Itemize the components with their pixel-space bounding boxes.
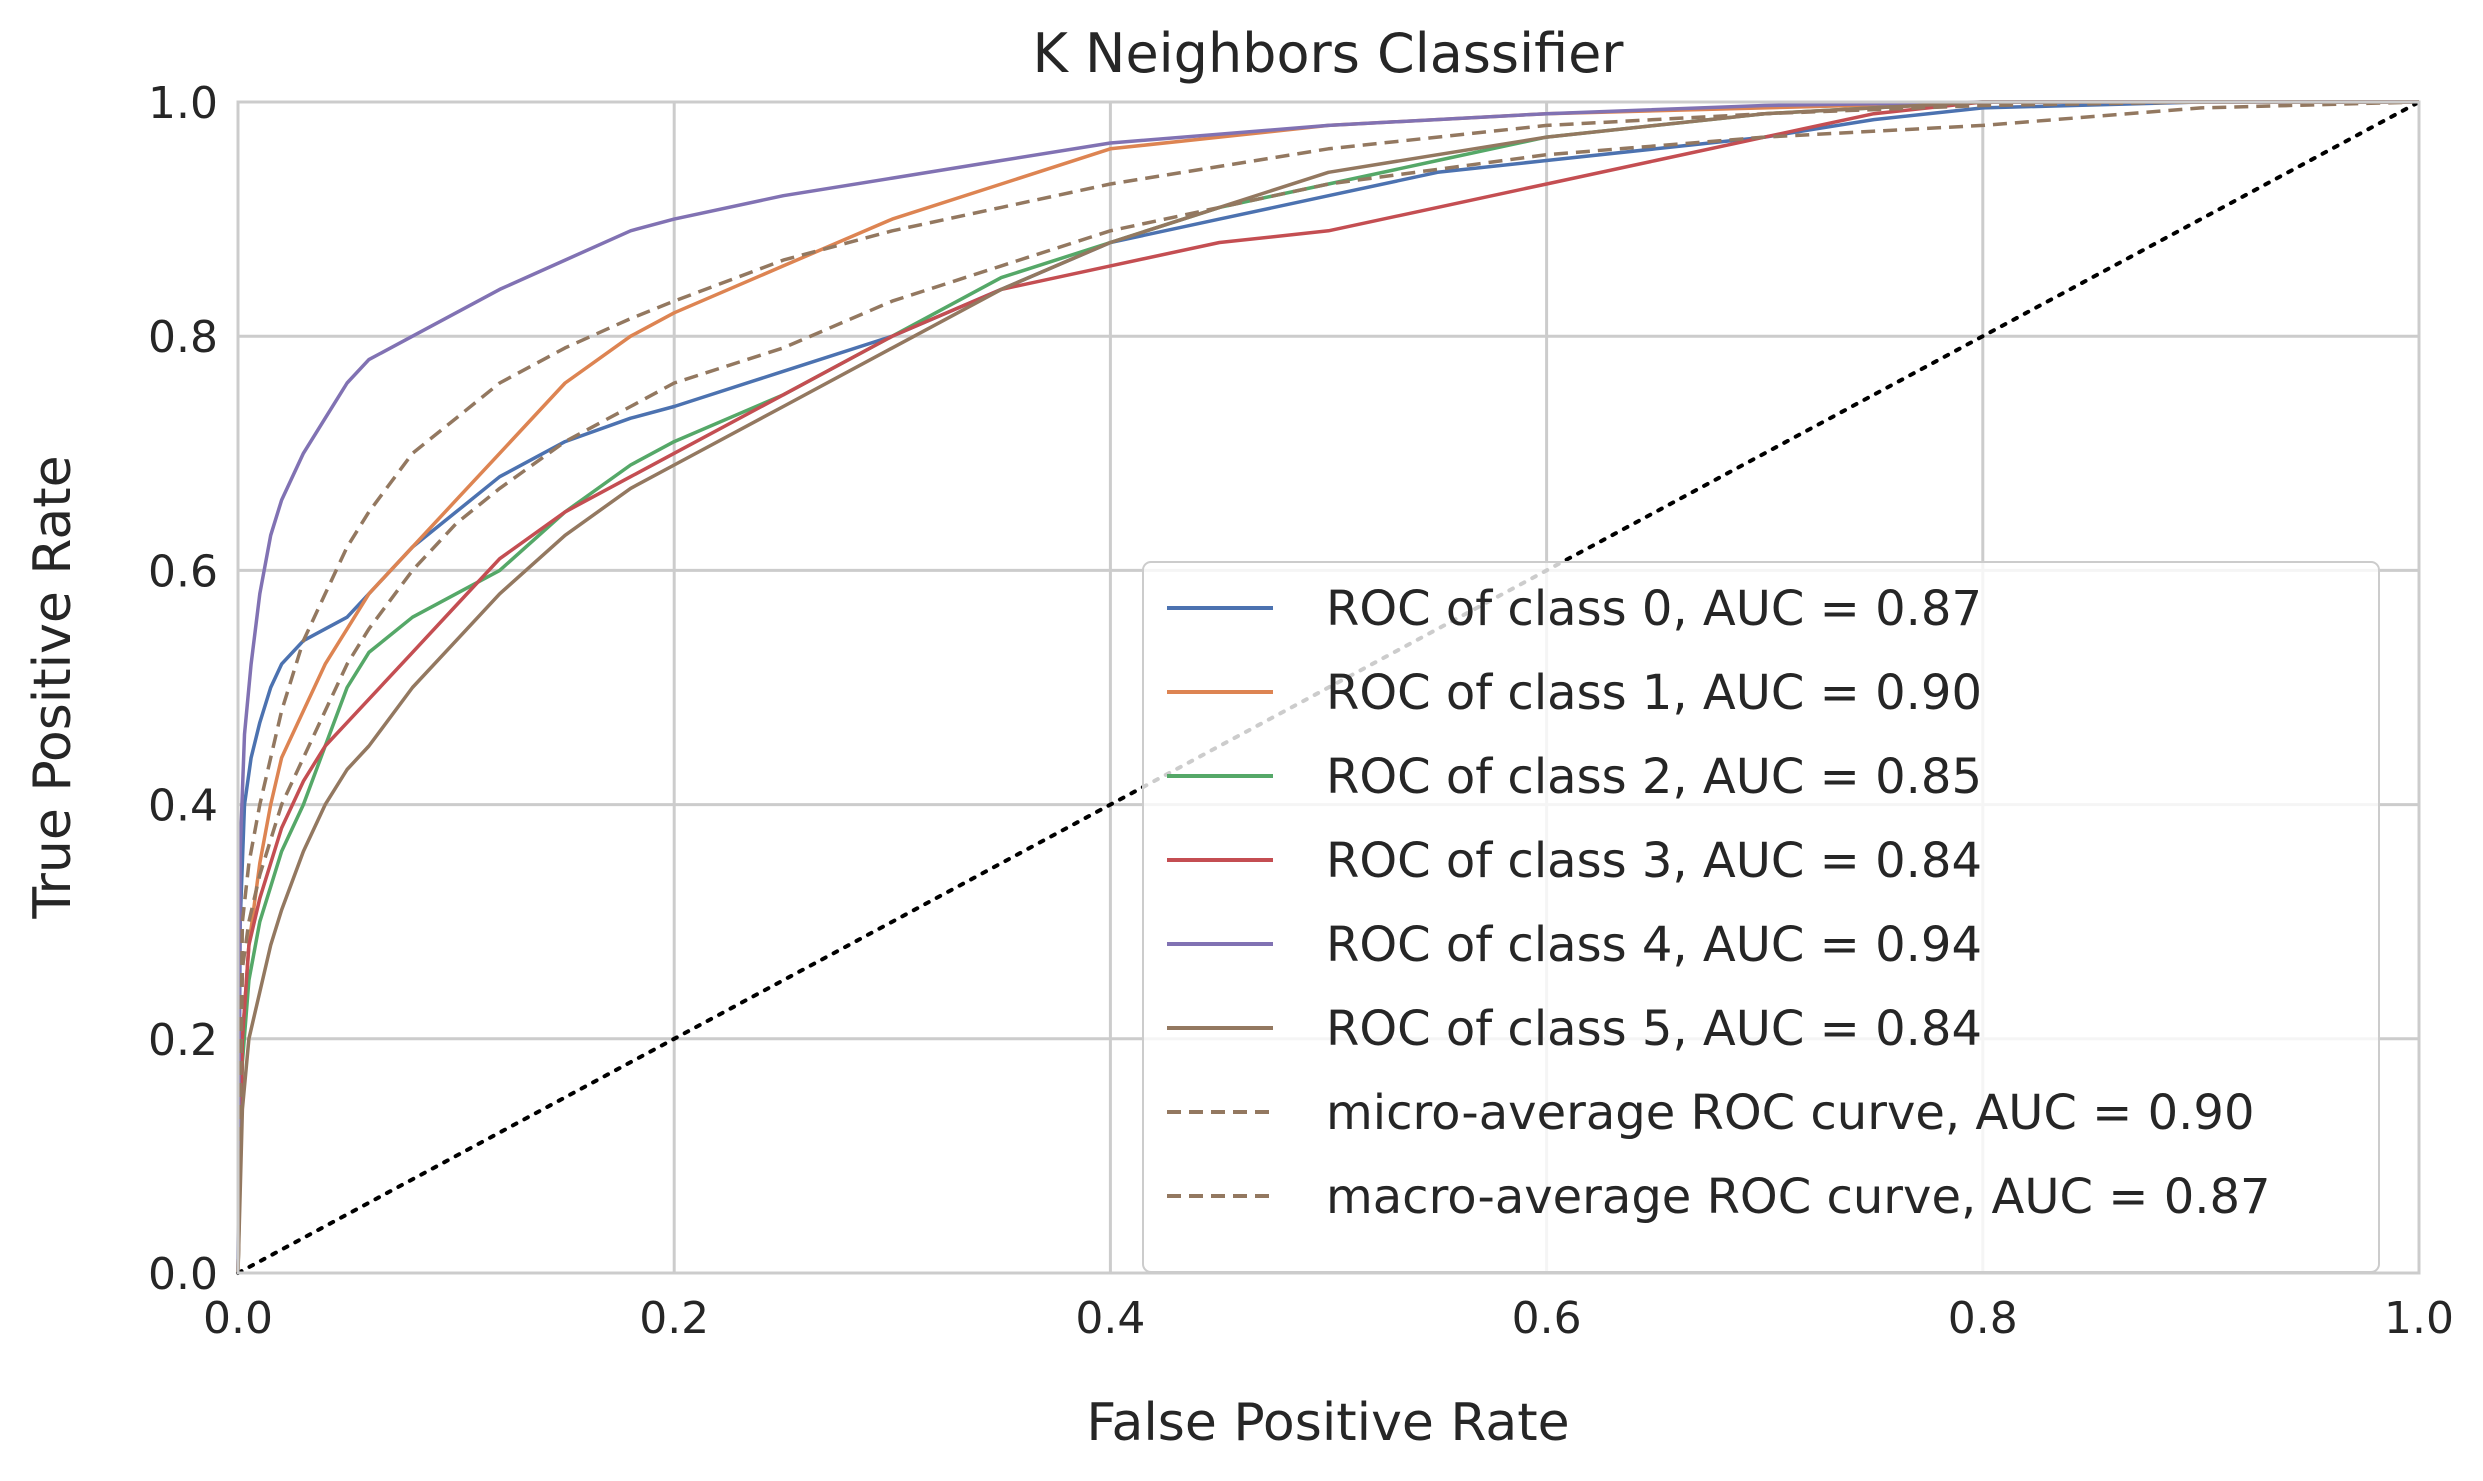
legend-box — [1142, 561, 2380, 1273]
legend-entry: macro-average ROC curve, AUC = 0.87 — [1326, 1169, 2271, 1225]
legend-entry: ROC of class 0, AUC = 0.87 — [1326, 581, 1982, 637]
x-tick-label: 0.8 — [1948, 1293, 2018, 1344]
legend-entry: ROC of class 5, AUC = 0.84 — [1326, 1001, 1982, 1057]
tick-labels: 0.0 0.2 0.4 0.6 0.8 1.0 0.0 0.2 0.4 0.6 0.8 1.0 — [148, 78, 2454, 1344]
chart-title: K Neighbors Classifier — [1032, 22, 1624, 85]
roc-curve-3 — [236, 100, 2419, 1274]
legend-entry: ROC of class 1, AUC = 0.90 — [1326, 665, 1982, 721]
x-tick-label: 0.4 — [1075, 1293, 1145, 1344]
roc-curve-5 — [236, 100, 2419, 1274]
x-tick-label: 0.6 — [1512, 1293, 1582, 1344]
legend-entry: ROC of class 4, AUC = 0.94 — [1326, 917, 1982, 973]
y-axis-label: True Positive Rate — [23, 455, 83, 919]
y-tick-label: 1.0 — [148, 78, 218, 129]
x-axis-label: False Positive Rate — [1086, 1393, 1569, 1453]
x-tick-label: 1.0 — [2384, 1293, 2454, 1344]
legend-entry: ROC of class 3, AUC = 0.84 — [1326, 833, 1982, 889]
roc-curve-7 — [236, 100, 2420, 1274]
y-tick-label: 0.0 — [148, 1249, 218, 1300]
legend: ROC of class 0, AUC = 0.87 ROC of class 1… — [1142, 561, 2380, 1273]
y-tick-label: 0.4 — [148, 781, 218, 832]
legend-entry: ROC of class 2, AUC = 0.85 — [1326, 749, 1982, 805]
roc-curve-6 — [236, 100, 2419, 1274]
curves — [236, 100, 2421, 1275]
y-tick-label: 0.6 — [148, 546, 218, 597]
roc-curve-0 — [236, 100, 2419, 1274]
roc-curve-4 — [236, 100, 2419, 1274]
y-tick-label: 0.2 — [148, 1015, 218, 1066]
x-tick-label: 0.0 — [203, 1293, 273, 1344]
x-tick-label: 0.2 — [639, 1293, 709, 1344]
legend-entry: micro-average ROC curve, AUC = 0.90 — [1326, 1085, 2255, 1141]
y-tick-label: 0.8 — [148, 312, 218, 363]
